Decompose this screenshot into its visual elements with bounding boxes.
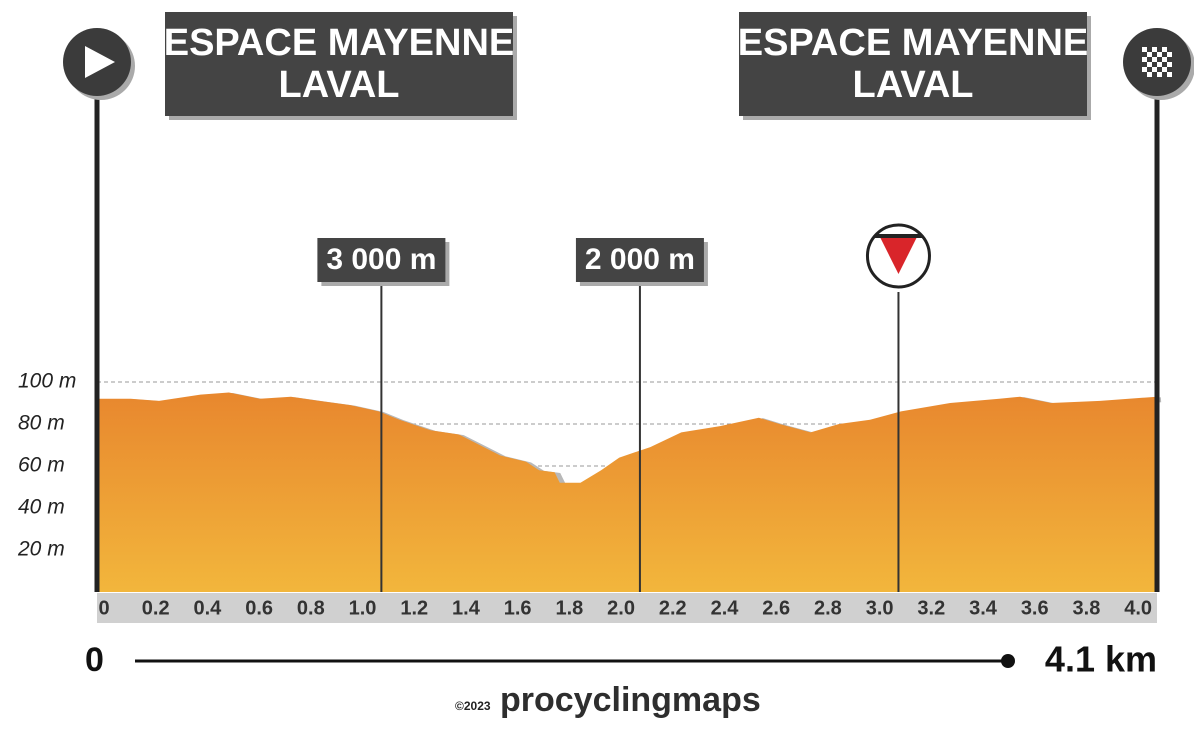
x-tick-label: 1.8	[555, 597, 583, 619]
y-tick-label: 60 m	[18, 454, 65, 477]
distance-start: 0	[85, 641, 104, 679]
label-box	[739, 12, 1087, 116]
marker-label: 2 000 m	[585, 243, 695, 276]
x-tick-label: 3.2	[917, 597, 945, 619]
checker	[1147, 62, 1152, 67]
credit-year: ©2023	[455, 699, 491, 713]
distance-dot	[1001, 654, 1015, 668]
checker	[1167, 72, 1172, 77]
x-tick-label: 0.4	[194, 597, 223, 619]
x-axis-band	[97, 593, 1157, 623]
x-tick-label: 1.2	[400, 597, 428, 619]
checker	[1152, 47, 1157, 52]
x-tick-label: 0.6	[245, 597, 273, 619]
x-tick-label: 1.0	[349, 597, 377, 619]
checker	[1147, 52, 1152, 57]
checker	[1142, 57, 1147, 62]
checker	[1152, 57, 1157, 62]
x-tick-label: 1.6	[504, 597, 532, 619]
label-box	[165, 12, 513, 116]
x-tick-label: 3.4	[969, 597, 998, 619]
location-label: ESPACE MAYENNE	[164, 22, 515, 64]
x-tick-label: 2.8	[814, 597, 842, 619]
checker	[1157, 52, 1162, 57]
x-tick-label: 2.2	[659, 597, 687, 619]
marker-box	[317, 238, 446, 282]
marker-box	[575, 238, 704, 282]
x-tick-label: 0.8	[297, 597, 325, 619]
x-tick-label: 3.6	[1021, 597, 1049, 619]
checker	[1162, 47, 1167, 52]
x-tick-label: 4.0	[1124, 597, 1152, 619]
location-label: LAVAL	[278, 64, 399, 106]
x-tick-label: 3.0	[866, 597, 894, 619]
y-tick-label: 20 m	[17, 538, 65, 561]
checker	[1142, 67, 1147, 72]
checker	[1157, 62, 1162, 67]
checker	[1167, 62, 1172, 67]
marker-label: 3 000 m	[326, 243, 436, 276]
checker	[1152, 67, 1157, 72]
y-tick-label: 80 m	[18, 412, 65, 435]
x-tick-label: 2.4	[711, 597, 740, 619]
x-tick-label: 2.6	[762, 597, 790, 619]
profile-area	[97, 392, 1157, 592]
credit-brand: procyclingmaps	[500, 681, 761, 719]
play-symbol	[85, 46, 115, 78]
checker	[1142, 47, 1147, 52]
flamme-rouge-triangle	[880, 238, 917, 274]
x-tick-label: 0.2	[142, 597, 170, 619]
location-label: LAVAL	[852, 64, 973, 106]
x-tick-label: 1.4	[452, 597, 481, 619]
y-tick-label: 40 m	[18, 496, 65, 519]
location-label: ESPACE MAYENNE	[738, 22, 1089, 64]
y-tick-label: 100 m	[18, 370, 76, 393]
checker	[1162, 67, 1167, 72]
distance-total: 4.1 km	[1045, 639, 1157, 680]
checker	[1162, 57, 1167, 62]
checker	[1157, 72, 1162, 77]
checker	[1147, 72, 1152, 77]
checker	[1167, 52, 1172, 57]
x-tick-label: 2.0	[607, 597, 635, 619]
x-tick-label: 3.8	[1073, 597, 1101, 619]
x-tick-label: 0	[98, 597, 109, 619]
